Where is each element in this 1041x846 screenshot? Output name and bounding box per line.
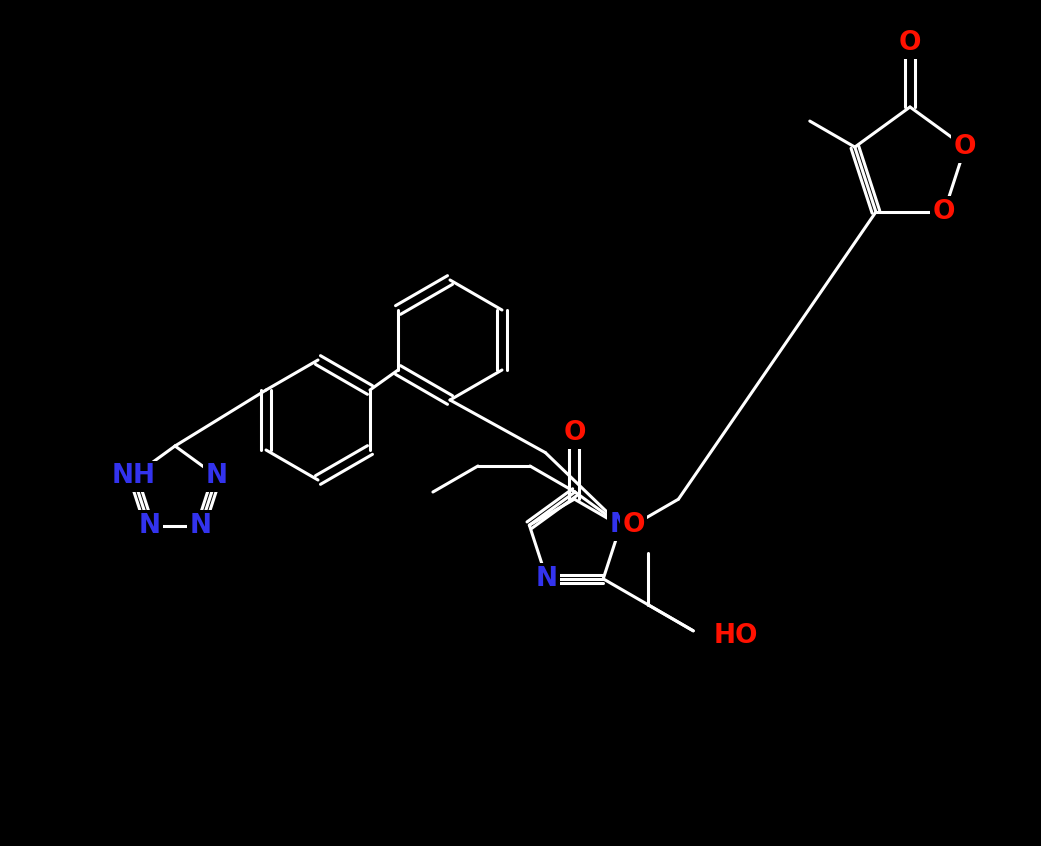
- Text: O: O: [623, 512, 644, 538]
- Text: O: O: [954, 134, 976, 160]
- Text: O: O: [933, 199, 956, 225]
- Text: O: O: [898, 30, 921, 56]
- Text: N: N: [610, 512, 632, 538]
- Text: HO: HO: [713, 623, 758, 649]
- Text: N: N: [189, 513, 212, 539]
- Text: NH: NH: [111, 464, 155, 489]
- Text: N: N: [206, 464, 228, 489]
- Text: N: N: [536, 566, 558, 592]
- Text: O: O: [563, 420, 586, 446]
- Text: N: N: [138, 513, 160, 539]
